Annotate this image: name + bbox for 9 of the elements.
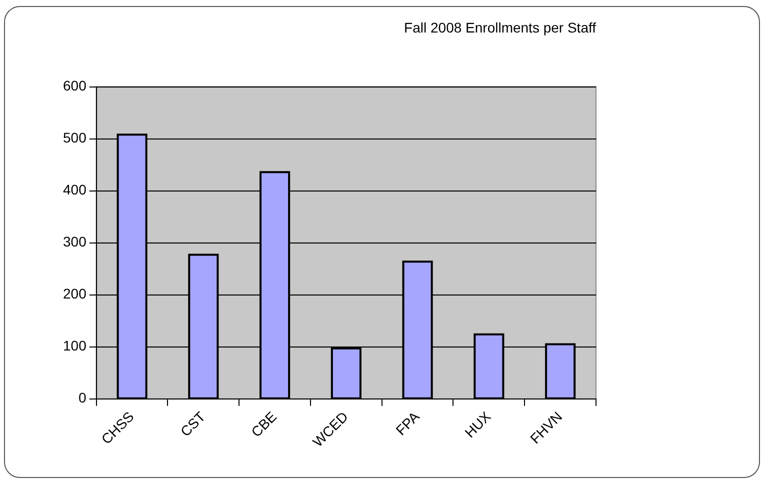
- y-tick-label: 600: [63, 78, 87, 94]
- y-tick-label: 500: [63, 130, 87, 146]
- y-tick-label: 100: [63, 338, 87, 354]
- x-tick-label: FPA: [392, 408, 423, 438]
- y-tick-label: 200: [63, 286, 87, 302]
- chart-title: Fall 2008 Enrollments per Staff: [404, 19, 596, 36]
- y-tick-label: 0: [78, 390, 87, 406]
- y-tick-label: 400: [63, 182, 87, 198]
- y-tick-label: 300: [63, 234, 87, 250]
